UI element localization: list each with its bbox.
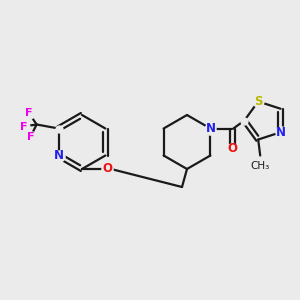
Text: F: F xyxy=(27,131,34,142)
Text: O: O xyxy=(227,142,237,155)
Text: CH₃: CH₃ xyxy=(250,160,270,170)
Text: O: O xyxy=(102,163,112,176)
Text: N: N xyxy=(276,126,286,139)
Text: N: N xyxy=(54,149,64,162)
Text: N: N xyxy=(206,122,215,135)
Text: S: S xyxy=(254,95,262,108)
Text: F: F xyxy=(20,122,27,131)
Text: F: F xyxy=(25,107,32,118)
